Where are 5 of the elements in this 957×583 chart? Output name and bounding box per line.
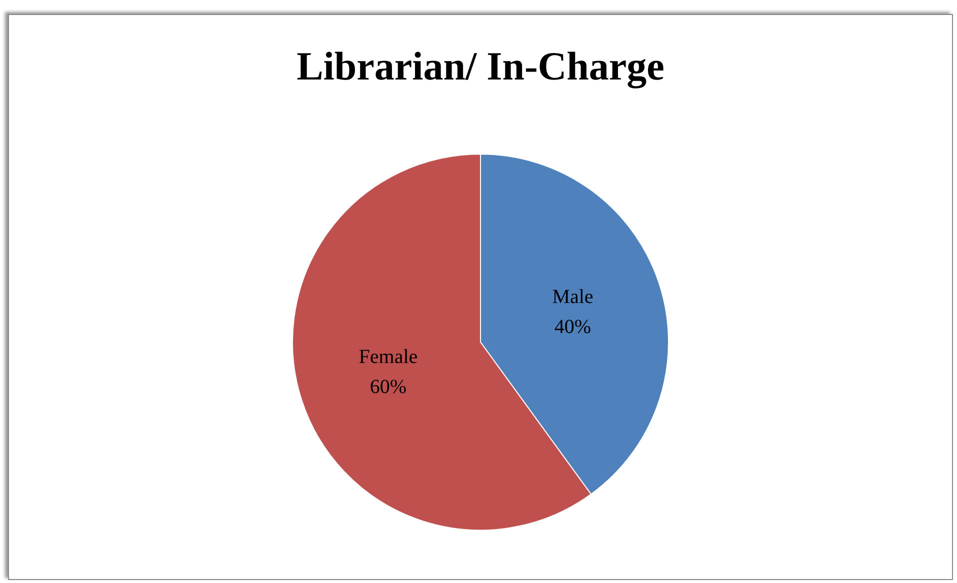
- data-label: 40%: [554, 316, 592, 338]
- slice-label: Male: [552, 286, 594, 308]
- chart-title: Librarian/ In-Charge: [296, 44, 664, 88]
- slice-label: Female: [358, 346, 418, 368]
- data-label: 60%: [370, 376, 407, 398]
